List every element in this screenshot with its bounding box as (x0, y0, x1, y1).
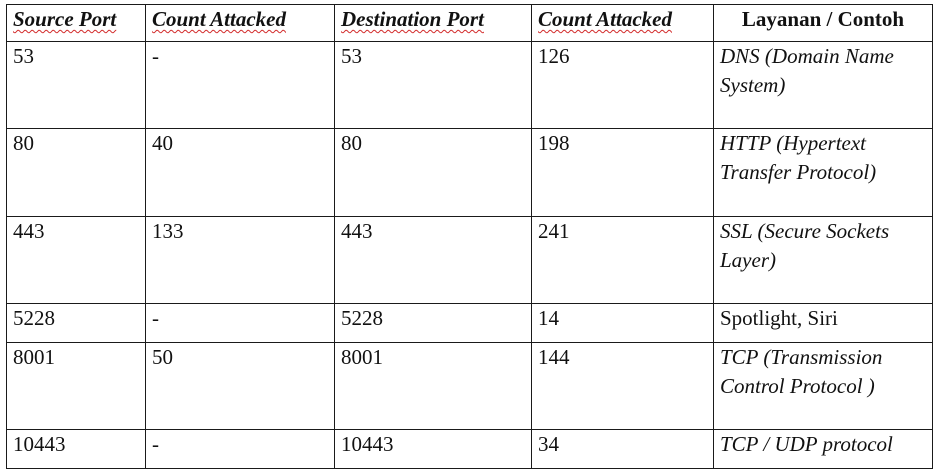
cell-dest-port: 80 (334, 128, 532, 217)
cell-service: HTTP (Hypertext Transfer Protocol) (713, 128, 933, 217)
cell-dest-port: 443 (334, 215, 532, 304)
header-row: Source Port Count Attacked Destination P… (6, 4, 933, 42)
cell-source-port: 53 (6, 40, 146, 130)
cell-source-port: 8001 (6, 341, 146, 431)
header-source-port: Source Port (6, 4, 146, 42)
header-layanan-contoh: Layanan / Contoh (713, 4, 933, 42)
cell-service: SSL (Secure Sockets Layer) (713, 215, 933, 304)
cell-count-dst: 126 (531, 40, 714, 130)
cell-count-src: 50 (145, 341, 335, 431)
cell-count-src: - (145, 429, 335, 469)
cell-count-dst: 34 (531, 429, 714, 469)
cell-count-src: - (145, 40, 335, 130)
cell-count-dst: 198 (531, 128, 714, 217)
cell-service: TCP / UDP protocol (713, 429, 933, 469)
table-row: 8001 50 8001 144 TCP (Transmission Contr… (6, 341, 933, 431)
table-row: 80 40 80 198 HTTP (Hypertext Transfer Pr… (6, 128, 933, 217)
cell-source-port: 5228 (6, 302, 146, 343)
cell-count-dst: 144 (531, 341, 714, 431)
cell-source-port: 10443 (6, 429, 146, 469)
cell-dest-port: 53 (334, 40, 532, 130)
table-row: 443 133 443 241 SSL (Secure Sockets Laye… (6, 215, 933, 304)
header-count-attacked-destination: Count Attacked (531, 4, 714, 42)
cell-count-src: 40 (145, 128, 335, 217)
cell-count-src: - (145, 302, 335, 343)
cell-count-dst: 241 (531, 215, 714, 304)
cell-dest-port: 5228 (334, 302, 532, 343)
cell-dest-port: 8001 (334, 341, 532, 431)
table-row: 10443 - 10443 34 TCP / UDP protocol (6, 429, 933, 469)
table-row: 5228 - 5228 14 Spotlight, Siri (6, 302, 933, 343)
header-destination-port: Destination Port (334, 4, 532, 42)
cell-service: DNS (Domain Name System) (713, 40, 933, 130)
port-attack-table: Source Port Count Attacked Destination P… (6, 4, 933, 469)
header-count-attacked-source: Count Attacked (145, 4, 335, 42)
cell-count-dst: 14 (531, 302, 714, 343)
cell-service: TCP (Transmission Control Protocol ) (713, 341, 933, 431)
cell-service: Spotlight, Siri (713, 302, 933, 343)
cell-source-port: 80 (6, 128, 146, 217)
cell-count-src: 133 (145, 215, 335, 304)
cell-source-port: 443 (6, 215, 146, 304)
table-row: 53 - 53 126 DNS (Domain Name System) (6, 40, 933, 130)
cell-dest-port: 10443 (334, 429, 532, 469)
